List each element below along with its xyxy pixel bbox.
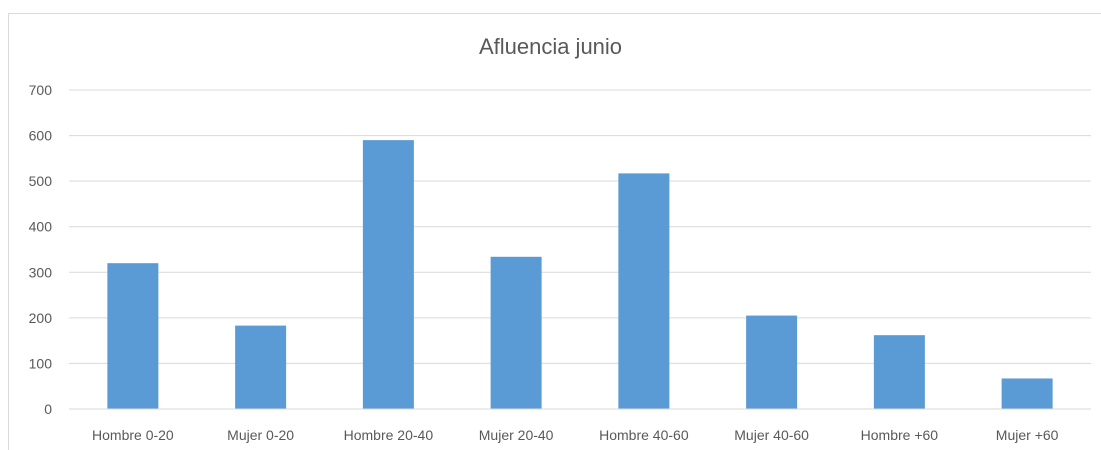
bar [873, 335, 925, 409]
bar [362, 140, 414, 409]
x-tick-label: Mujer 40-60 [734, 427, 809, 443]
y-tick-label: 500 [29, 173, 53, 189]
bar [618, 173, 670, 409]
x-tick-label: Hombre 0-20 [92, 427, 174, 443]
y-tick-label: 0 [44, 401, 52, 417]
chart-title: Afluencia junio [478, 34, 623, 59]
y-tick-label: 200 [29, 310, 53, 326]
y-tick-label: 400 [29, 219, 53, 235]
x-tick-label: Hombre 40-60 [599, 427, 689, 443]
bar [107, 263, 159, 409]
y-tick-label: 300 [29, 264, 53, 280]
y-tick-label: 700 [29, 82, 53, 98]
x-tick-label: Hombre +60 [861, 427, 939, 443]
bar [490, 256, 542, 409]
x-tick-label: Hombre 20-40 [344, 427, 434, 443]
chart-border-top [8, 13, 1101, 14]
x-tick-label: Mujer 20-40 [479, 427, 554, 443]
y-tick-label: 600 [29, 128, 53, 144]
chart-border-left [8, 13, 9, 450]
bar [1001, 378, 1053, 409]
x-tick-label: Mujer +60 [996, 427, 1059, 443]
bar [746, 315, 798, 409]
x-tick-label: Mujer 0-20 [227, 427, 294, 443]
bar [235, 325, 287, 409]
y-tick-label: 100 [29, 355, 53, 371]
